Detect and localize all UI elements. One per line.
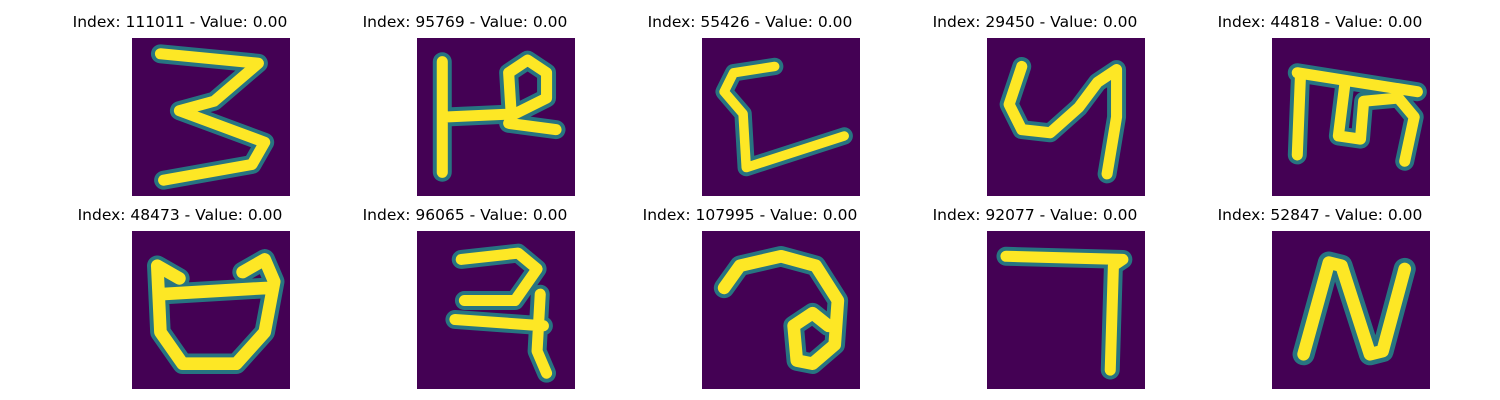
digit-tile: Index: 48473 - Value: 0.00 xyxy=(30,205,330,389)
digit-image xyxy=(1272,231,1430,389)
tile-title: Index: 48473 - Value: 0.00 xyxy=(77,206,283,224)
digit-image xyxy=(132,38,290,196)
digit-tile: Index: 44818 - Value: 0.00 xyxy=(1170,12,1470,196)
digit-image xyxy=(417,231,575,389)
digit-image xyxy=(987,231,1145,389)
tile-title: Index: 44818 - Value: 0.00 xyxy=(1217,13,1423,31)
tile-title: Index: 107995 - Value: 0.00 xyxy=(642,206,858,224)
tile-title: Index: 52847 - Value: 0.00 xyxy=(1217,206,1423,224)
digit-image xyxy=(987,38,1145,196)
tile-title: Index: 55426 - Value: 0.00 xyxy=(647,13,853,31)
digit-image xyxy=(417,38,575,196)
digit-image xyxy=(1272,38,1430,196)
digit-tile: Index: 107995 - Value: 0.00 xyxy=(600,205,900,389)
digit-tile: Index: 95769 - Value: 0.00 xyxy=(315,12,615,196)
digit-image xyxy=(702,38,860,196)
digit-tile: Index: 111011 - Value: 0.00 xyxy=(30,12,330,196)
tile-title: Index: 92077 - Value: 0.00 xyxy=(932,206,1138,224)
tile-title: Index: 29450 - Value: 0.00 xyxy=(932,13,1138,31)
digit-tile: Index: 92077 - Value: 0.00 xyxy=(885,205,1185,389)
digit-image xyxy=(702,231,860,389)
digit-image xyxy=(132,231,290,389)
tile-title: Index: 96065 - Value: 0.00 xyxy=(362,206,568,224)
digit-tile: Index: 96065 - Value: 0.00 xyxy=(315,205,615,389)
digit-tile: Index: 29450 - Value: 0.00 xyxy=(885,12,1185,196)
tile-title: Index: 111011 - Value: 0.00 xyxy=(72,13,288,31)
tile-title: Index: 95769 - Value: 0.00 xyxy=(362,13,568,31)
digit-tile: Index: 52847 - Value: 0.00 xyxy=(1170,205,1470,389)
digit-tile: Index: 55426 - Value: 0.00 xyxy=(600,12,900,196)
